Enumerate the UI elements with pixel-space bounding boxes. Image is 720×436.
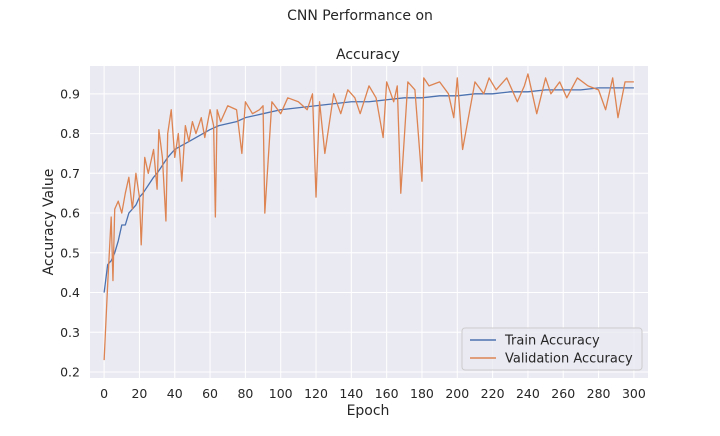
x-tick-label: 60 xyxy=(202,386,218,401)
x-tick-label: 240 xyxy=(516,386,540,401)
y-axis-label: Accuracy Value xyxy=(41,169,57,276)
x-tick-label: 120 xyxy=(304,386,328,401)
x-tick-label: 280 xyxy=(587,386,611,401)
x-tick-label: 0 xyxy=(100,386,108,401)
y-tick-label: 0.8 xyxy=(60,126,80,141)
grid-lines xyxy=(90,66,648,378)
chart-title-line-1: CNN Performance on xyxy=(287,8,433,24)
y-tick-label: 0.7 xyxy=(60,166,80,181)
series-lines xyxy=(103,73,634,361)
y-tick-label: 0.5 xyxy=(60,245,80,260)
legend-label-validation: Validation Accuracy xyxy=(505,352,633,367)
tick-labels: 0 20 40 60 80 100 120 140 160 180 200 220 240 260 280 3… xyxy=(60,86,646,401)
series-line-validation-accuracy xyxy=(103,73,634,361)
x-tick-label: 200 xyxy=(445,386,469,401)
x-tick-label: 80 xyxy=(237,386,253,401)
legend-label-train: Train Accuracy xyxy=(504,334,600,349)
x-tick-label: 220 xyxy=(481,386,505,401)
chart-title-line-2: Accuracy xyxy=(336,47,400,63)
x-tick-label: 260 xyxy=(551,386,575,401)
x-tick-label: 300 xyxy=(622,386,646,401)
x-tick-label: 20 xyxy=(131,386,147,401)
y-tick-label: 0.2 xyxy=(60,365,80,380)
y-tick-label: 0.4 xyxy=(60,285,80,300)
x-tick-label: 140 xyxy=(339,386,363,401)
x-tick-label: 160 xyxy=(375,386,399,401)
y-tick-label: 0.6 xyxy=(60,206,80,221)
y-tick-label: 0.3 xyxy=(60,325,80,340)
legend-box xyxy=(461,327,643,371)
y-tick-label: 0.9 xyxy=(60,86,80,101)
x-axis-label: Epoch xyxy=(347,403,390,419)
x-tick-label: 100 xyxy=(269,386,293,401)
x-tick-label: 180 xyxy=(410,386,434,401)
x-tick-label: 40 xyxy=(167,386,183,401)
legend: Train Accuracy Validation Accuracy xyxy=(461,327,643,371)
plot-area xyxy=(90,66,648,378)
